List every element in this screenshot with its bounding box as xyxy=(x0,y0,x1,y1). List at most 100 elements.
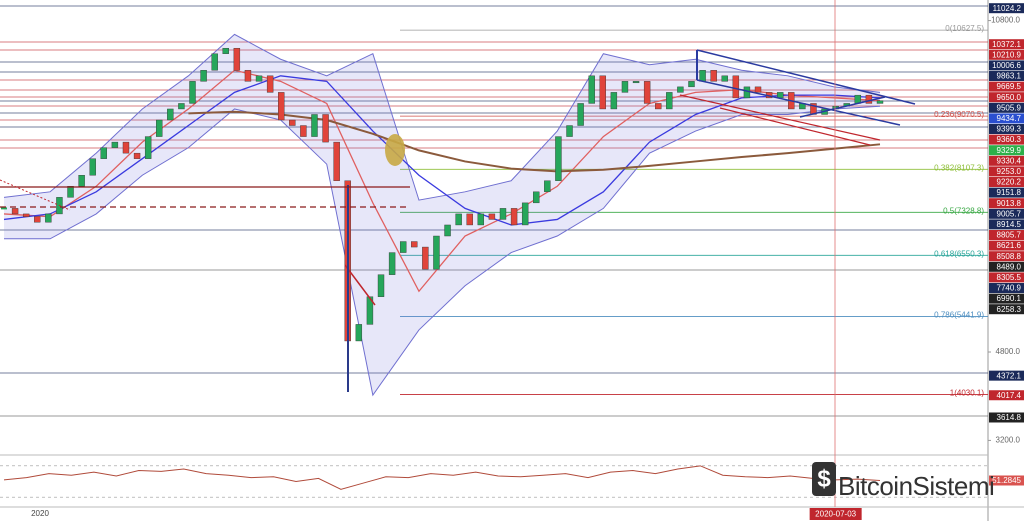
price-tag-label: 9005.7 xyxy=(997,209,1022,218)
fib-label: 0.5(7328.8) xyxy=(943,206,984,215)
candle xyxy=(466,213,473,226)
price-tag xyxy=(989,155,1024,166)
moving-average xyxy=(188,110,881,173)
price-tag-label: 9151.8 xyxy=(997,188,1022,197)
price-tag-label: 9669.5 xyxy=(997,82,1022,91)
candle xyxy=(388,252,396,275)
candle xyxy=(111,141,119,148)
price-tag xyxy=(989,166,1024,177)
candle xyxy=(211,53,218,71)
time-label: 2020 xyxy=(31,509,49,518)
price-tag xyxy=(989,81,1024,92)
price-tag xyxy=(989,219,1024,230)
logo-mark: $ xyxy=(817,465,831,492)
candle xyxy=(133,152,141,159)
price-tag xyxy=(989,240,1024,251)
price-tag xyxy=(989,49,1024,60)
price-tag xyxy=(989,370,1024,381)
candle xyxy=(78,175,85,187)
price-tag xyxy=(989,60,1024,71)
candle xyxy=(156,119,163,137)
price-tag-label: 8914.5 xyxy=(997,220,1022,229)
trend-line xyxy=(679,94,881,141)
candle xyxy=(732,75,740,99)
candle xyxy=(655,103,662,110)
candle xyxy=(333,141,340,181)
trend-line xyxy=(0,179,71,211)
price-tag-label: 9220.2 xyxy=(997,178,1022,187)
logo xyxy=(812,462,836,496)
price-tag xyxy=(989,198,1024,209)
price-tag xyxy=(989,187,1024,198)
watermark: $ BitcoinSistemi xyxy=(812,462,995,501)
candle xyxy=(544,180,551,193)
candle xyxy=(743,86,751,99)
candle xyxy=(455,213,462,226)
time-tag xyxy=(809,508,862,520)
candle xyxy=(422,246,429,270)
candle xyxy=(599,75,606,110)
candle xyxy=(34,216,41,223)
candle xyxy=(189,81,196,104)
trend-line xyxy=(696,49,916,105)
candle xyxy=(233,47,241,71)
price-tag xyxy=(989,124,1024,135)
price-tag-label: 8305.5 xyxy=(997,273,1022,282)
price-tag xyxy=(989,92,1024,103)
candle xyxy=(300,125,307,137)
candle xyxy=(444,224,451,237)
candle xyxy=(22,213,30,217)
candle xyxy=(510,208,518,226)
y-tick-label: 3200.0 xyxy=(996,436,1021,445)
price-tag-label: 9434.7 xyxy=(997,114,1022,123)
candle xyxy=(577,103,584,126)
price-tag xyxy=(989,230,1024,241)
price-tag-label: 8621.6 xyxy=(997,241,1022,250)
fib-label: 0.236(9070.5) xyxy=(934,110,984,119)
candle xyxy=(366,296,374,325)
price-tag-label: 10006.6 xyxy=(992,61,1021,70)
candle xyxy=(433,235,440,270)
candle xyxy=(610,92,618,110)
drawings xyxy=(0,0,916,507)
candle xyxy=(499,208,507,220)
price-tag-label: 7740.9 xyxy=(997,284,1022,293)
price-tag xyxy=(989,145,1024,156)
price-tag-label: 9505.9 xyxy=(997,103,1022,112)
candle xyxy=(688,81,695,88)
fib-label: 0(10627.5) xyxy=(945,24,984,33)
price-tag xyxy=(989,71,1024,82)
candle xyxy=(777,92,784,99)
candle xyxy=(11,208,19,215)
candle xyxy=(566,125,573,137)
candle xyxy=(488,213,496,220)
price-tag xyxy=(989,39,1024,50)
price-tag-label: 3614.8 xyxy=(997,413,1022,422)
price-tag-label: 9863.1 xyxy=(997,72,1022,81)
price-tag xyxy=(989,208,1024,219)
time-tag-label: 2020-07-03 xyxy=(815,510,856,519)
price-tag-label: 6990.1 xyxy=(997,294,1022,303)
trend-line xyxy=(719,107,871,146)
price-tag xyxy=(989,134,1024,145)
trend-line xyxy=(344,264,376,306)
candle xyxy=(399,241,407,253)
candle xyxy=(876,100,884,104)
candle xyxy=(621,81,629,93)
candle xyxy=(355,324,363,342)
candle xyxy=(710,70,717,82)
candle xyxy=(588,75,595,104)
price-tag-label: 8805.7 xyxy=(997,231,1022,240)
candle xyxy=(266,75,274,93)
price-tag-label: 9330.4 xyxy=(997,156,1022,165)
candle xyxy=(289,119,296,126)
candle xyxy=(632,81,640,84)
price-tag-label: 9329.9 xyxy=(997,146,1022,155)
candle xyxy=(144,136,152,159)
candle xyxy=(278,92,285,121)
candle xyxy=(222,47,229,54)
rsi-line xyxy=(3,465,881,490)
fib-label: 1(4030.1) xyxy=(950,389,985,398)
